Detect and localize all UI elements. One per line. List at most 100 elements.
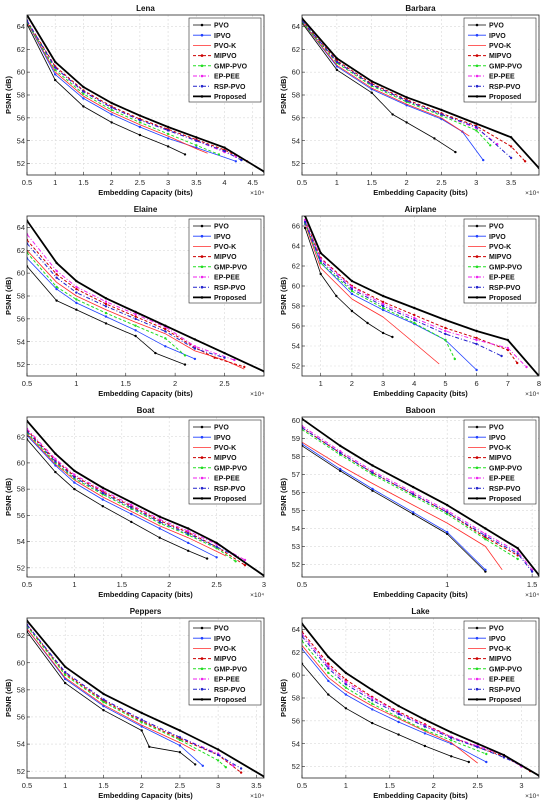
data-point (450, 755, 453, 758)
legend-marker (475, 486, 479, 490)
data-point (63, 665, 67, 668)
data-point (327, 662, 330, 665)
data-point (339, 453, 342, 456)
data-point (381, 308, 385, 312)
data-point (319, 272, 322, 276)
x-axis-label: Embedding Capacity (bits) (98, 389, 193, 398)
legend-label: Proposed (214, 697, 246, 704)
data-point (164, 330, 167, 333)
data-point (195, 139, 198, 142)
data-point (423, 732, 427, 735)
y-axis-label: PSNR (dB) (4, 76, 13, 114)
y-tick-label: 52 (292, 762, 300, 771)
x-tick-label: 1 (319, 379, 323, 388)
y-tick-label: 54 (17, 537, 25, 546)
data-point (55, 287, 58, 291)
data-point (75, 298, 78, 301)
data-point (303, 226, 307, 230)
legend-marker (475, 657, 479, 660)
series-line-pvo-k (27, 433, 227, 557)
legend-marker (200, 95, 204, 98)
data-point (138, 125, 142, 129)
chart-title: Boat (137, 406, 155, 415)
legend: PVO IPVO PVO-K MIPVO GMP-PVO EP-PEE RSP-PVO Pro… (463, 17, 537, 103)
data-point (381, 331, 385, 335)
legend-marker (200, 667, 204, 671)
x-tick-label: 0.5 (22, 379, 32, 388)
data-point (82, 85, 85, 89)
data-point (130, 512, 133, 516)
y-tick-label: 52 (17, 159, 25, 168)
y-axis-label: PSNR (dB) (279, 76, 288, 114)
legend-marker (475, 265, 479, 269)
legend-label: GMP-PVO (214, 666, 248, 673)
data-point (516, 552, 519, 555)
data-point (54, 68, 57, 72)
legend-marker (475, 74, 479, 78)
data-point (344, 680, 348, 684)
data-point (234, 160, 237, 163)
data-point (73, 473, 76, 476)
legend-marker (200, 255, 204, 258)
series-line-pvo-k (304, 223, 440, 365)
y-tick-label: 58 (17, 91, 25, 100)
x-multiplier: ×10⁴ (525, 190, 539, 197)
legend-marker (475, 255, 479, 258)
y-tick-label: 58 (292, 302, 300, 311)
data-point (509, 156, 513, 160)
legend-marker (475, 23, 479, 27)
legend-marker (475, 687, 479, 691)
legend-label: Proposed (489, 697, 521, 704)
data-point (134, 315, 137, 318)
y-tick-label: 54 (17, 337, 25, 346)
legend-label: EP-PEE (214, 275, 240, 282)
data-point (339, 467, 342, 471)
data-point (75, 308, 78, 311)
data-point (371, 708, 374, 711)
data-point (516, 361, 519, 365)
data-point (55, 276, 58, 279)
legend-label: EP-PEE (214, 677, 240, 684)
data-point (104, 300, 108, 303)
x-multiplier: ×10⁴ (525, 592, 539, 599)
data-point (232, 764, 235, 767)
legend-marker (200, 425, 204, 429)
x-tick-label: 1 (445, 580, 449, 589)
chart-title: Lena (136, 4, 155, 13)
y-axis-label: PSNR (dB) (4, 478, 13, 516)
legend-marker (200, 285, 204, 289)
legend-label: IPVO (214, 636, 231, 643)
data-point (423, 728, 427, 732)
data-point (516, 547, 519, 550)
data-point (240, 158, 243, 162)
legend-marker (475, 435, 479, 439)
data-point (138, 121, 142, 124)
data-point (138, 118, 142, 122)
y-tick-label: 62 (17, 45, 25, 54)
legend-label: PVO (489, 626, 504, 633)
data-point (413, 306, 416, 310)
data-point (484, 570, 487, 573)
legend-marker (200, 435, 204, 439)
data-point (158, 527, 161, 530)
x-tick-label: 3.5 (251, 781, 261, 790)
legend-label: EP-PEE (489, 476, 515, 483)
legend-marker (200, 687, 204, 691)
legend-marker (200, 698, 204, 701)
x-axis-label: Embedding Capacity (bits) (373, 791, 468, 800)
legend-marker (200, 636, 204, 640)
legend-marker (200, 677, 204, 681)
data-point (215, 556, 218, 559)
data-point (327, 693, 330, 696)
x-tick-label: 4 (412, 379, 416, 388)
data-point (178, 736, 182, 739)
legend-label: RSP-PVO (489, 84, 521, 91)
legend-label: IPVO (489, 234, 506, 241)
data-point (413, 321, 416, 325)
legend-label: PVO-K (214, 43, 236, 50)
x-tick-label: 2 (350, 379, 354, 388)
data-point (164, 324, 167, 327)
legend-marker (200, 275, 204, 279)
data-point (530, 570, 534, 573)
